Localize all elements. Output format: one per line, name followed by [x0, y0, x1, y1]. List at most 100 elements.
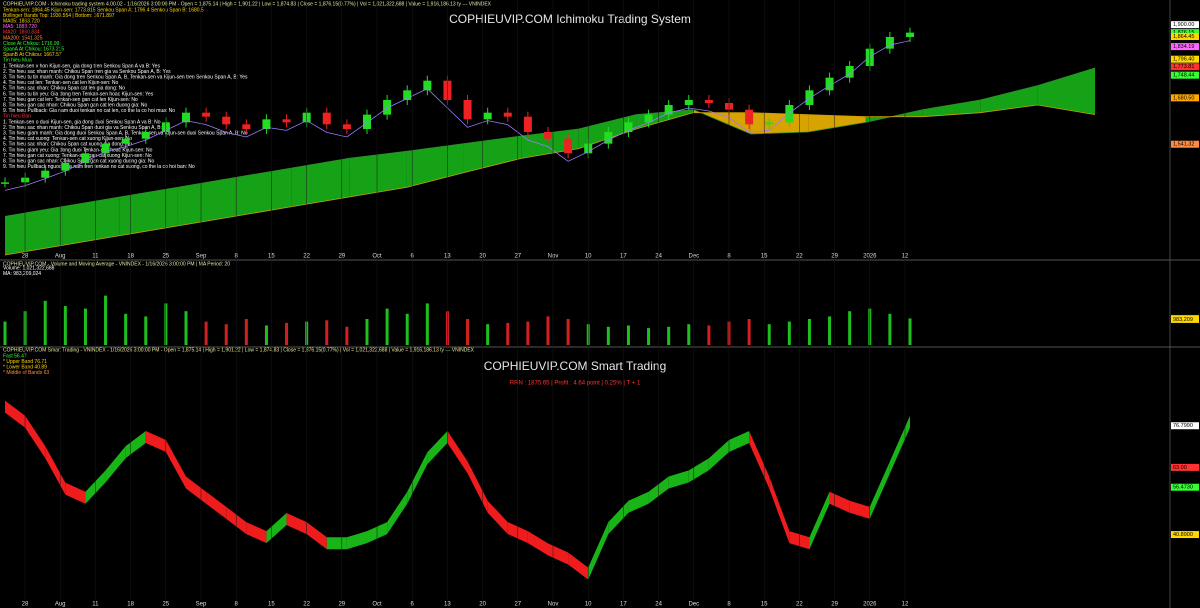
info-line: SpanB At Chikou: 1667.57: [3, 52, 62, 58]
price-label: 1,864.45: [1173, 34, 1194, 40]
x-label: Oct: [372, 602, 382, 608]
x-label: 20: [479, 602, 486, 608]
x-label: 24: [655, 602, 662, 608]
candle: [906, 32, 914, 37]
price-label: 76.7990: [1173, 423, 1193, 429]
candle: [785, 105, 794, 123]
x-label: 29: [338, 602, 345, 608]
volume-bar: [124, 313, 128, 345]
x-label: 29: [831, 254, 838, 260]
info-line: SpanA At Chikou: 1673.215: [3, 47, 64, 53]
info-line: 8. Tin hieu gan sac nhan: Chikou Span ga…: [3, 159, 154, 165]
volume-bar: [224, 324, 228, 345]
info-line: 2. Tin hieu sac nhan manh: Chikou Span d…: [3, 125, 170, 131]
cloud-edge: [4, 104, 1096, 256]
candle: [363, 114, 371, 129]
candle: [423, 80, 432, 91]
info-line: 1. Tenkan-sen v hon Kijun-sen, gia dong …: [3, 63, 160, 69]
oscillator-ribbon: [568, 552, 589, 580]
x-label: 28: [22, 602, 29, 608]
ichimoku-cloud: [980, 85, 1038, 113]
candle: [604, 132, 613, 144]
volume-bar: [546, 316, 550, 345]
candle: [141, 132, 150, 139]
candle: [463, 100, 472, 120]
volume-bar: [787, 321, 791, 345]
oscillator-ribbon: [286, 512, 307, 535]
x-label: 15: [761, 602, 768, 608]
info-line: MA200: 1541.325: [3, 35, 43, 41]
x-label: 2026: [863, 254, 877, 260]
price-tag: [1171, 531, 1199, 539]
x-label: 13: [444, 254, 451, 260]
panel-header: COPHIEUVIP.COM - Ichimoku trading system…: [3, 1, 492, 7]
volume-bar: [647, 328, 651, 345]
price-tag: [1171, 463, 1199, 471]
x-label: 22: [303, 602, 310, 608]
oscillator-ribbon: [869, 461, 890, 519]
candle: [403, 90, 412, 100]
price-label: 56.4730: [1173, 485, 1193, 491]
price-label: 40.8900: [1173, 532, 1193, 538]
x-label: 22: [303, 254, 310, 260]
ichimoku-cloud: [750, 112, 809, 134]
volume-bar: [43, 300, 47, 345]
x-label: 22: [796, 602, 803, 608]
volume-bar: [325, 320, 329, 345]
candle: [684, 100, 693, 105]
info-line: 1. Tenkan-sen o duoi Kijun-sen, gia dong…: [3, 119, 161, 125]
price-tag: [1171, 140, 1199, 148]
candle: [342, 124, 351, 129]
candle: [483, 112, 492, 120]
x-label: 28: [22, 254, 29, 260]
candle: [845, 66, 854, 78]
oscillator-ribbon: [729, 430, 750, 453]
candle: [805, 90, 814, 105]
candle: [41, 170, 50, 178]
candle: [544, 132, 552, 139]
x-label: 11: [92, 254, 99, 260]
info-line: 6. Tin hieu tu tin yeu: Gia dong tren Te…: [3, 91, 154, 97]
panel-title: COPHIEUVIP.COM Smart Trading: [484, 359, 667, 373]
volume-bar: [888, 313, 892, 345]
volume-bar: [204, 321, 208, 345]
price-label: 983,209: [1173, 317, 1193, 323]
x-label: 6: [411, 254, 415, 260]
volume-bar: [767, 324, 771, 345]
x-label: Sep: [196, 602, 207, 608]
ichimoku-cloud: [808, 114, 866, 132]
x-label: 27: [514, 602, 521, 608]
price-tag: [1171, 29, 1199, 37]
ichimoku-cloud: [5, 206, 63, 255]
price-label: 1,900.00: [1173, 22, 1194, 28]
price-tag: [1171, 55, 1199, 63]
oscillator-ribbon: [427, 430, 448, 465]
candle: [664, 105, 673, 115]
oscillator-ribbon: [387, 491, 408, 535]
ichimoku-cloud: [463, 136, 522, 173]
info-line: 8. Tin hieu gan sac nhan: Chikou Span ga…: [3, 103, 147, 109]
volume-bar: [828, 316, 832, 345]
volume-bar: [687, 324, 691, 345]
info-line: 9. Tin hieu Pullback: Gia nam duoi tenka…: [3, 108, 175, 114]
oscillator-ribbon: [326, 537, 347, 550]
info-line: 4. Tin hieu cat xuong: Tenkan-sen cat xu…: [3, 136, 132, 142]
candle: [383, 100, 392, 115]
oscillator-ribbon: [346, 531, 367, 550]
volume-bar: [244, 319, 248, 345]
x-label: Dec: [688, 602, 699, 608]
x-label: 12: [902, 254, 909, 260]
volume-bar: [83, 308, 87, 345]
ichimoku-cloud: [578, 114, 637, 149]
oscillator-ribbon: [628, 491, 649, 513]
volume-bar: [264, 325, 268, 345]
x-label: 15: [268, 602, 275, 608]
info-line: 7. Tin hieu gan cat xuong: Tenkan-sen ga…: [3, 153, 152, 159]
candle: [503, 112, 512, 117]
price-label: 1,748.44: [1173, 73, 1194, 79]
volume-bar: [807, 319, 811, 345]
candle: [644, 114, 653, 123]
x-label: 8: [235, 254, 239, 260]
volume-bar: [626, 325, 630, 345]
